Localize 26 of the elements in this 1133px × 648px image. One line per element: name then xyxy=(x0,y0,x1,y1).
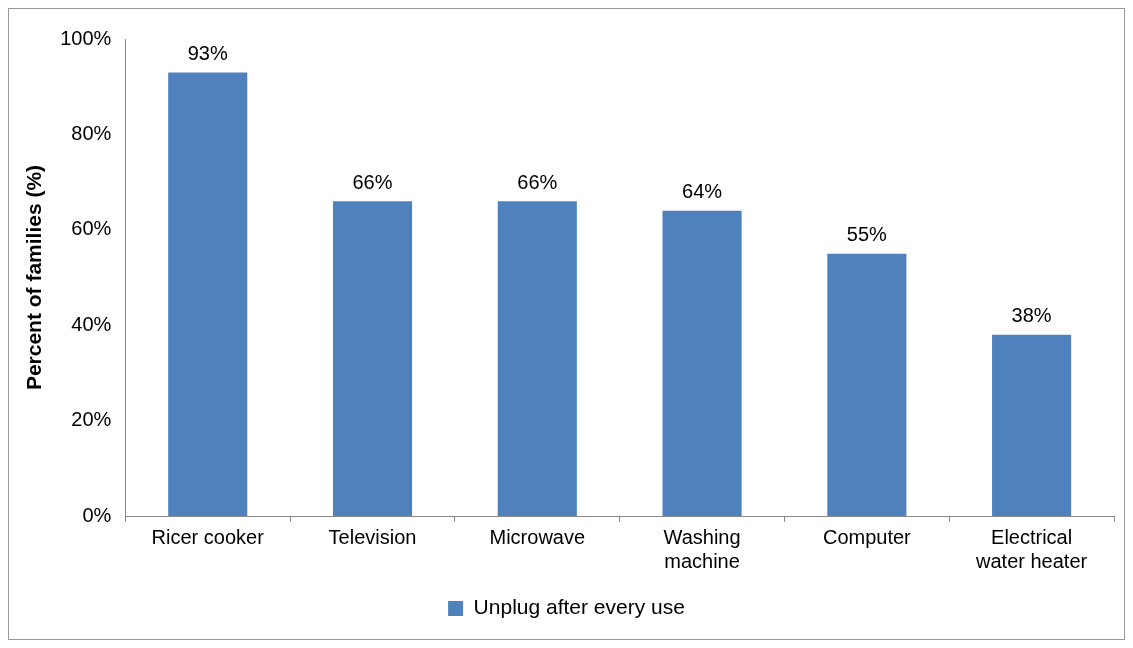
bar xyxy=(827,253,907,516)
y-tick-label: 0% xyxy=(82,503,112,526)
x-tick-label: Washing machine xyxy=(663,525,741,572)
x-tick-label: Computer xyxy=(822,525,912,548)
data-label: 66% xyxy=(352,170,393,193)
y-tick-label: 20% xyxy=(71,408,112,431)
x-tick-label: Ricer cooker xyxy=(151,525,265,548)
x-tick-label: Electrical water heater xyxy=(975,525,1088,572)
y-axis-title: Percent of families (%) xyxy=(22,164,46,391)
x-tick-label: Television xyxy=(328,525,417,548)
y-tick-label: 80% xyxy=(71,121,112,144)
bar xyxy=(332,201,413,516)
bar xyxy=(662,210,742,516)
y-tick-label: 40% xyxy=(71,312,112,335)
data-label: 93% xyxy=(187,41,228,64)
bar xyxy=(497,201,577,516)
y-tick-label: 60% xyxy=(71,217,112,240)
data-label: 64% xyxy=(682,180,723,203)
bar xyxy=(992,334,1072,516)
legend-label: Unplug after every use xyxy=(473,595,685,619)
bar xyxy=(168,72,248,516)
x-tick-label: Microwave xyxy=(489,525,586,548)
data-label: 38% xyxy=(1011,304,1052,327)
data-label: 66% xyxy=(517,170,558,193)
data-label: 55% xyxy=(846,223,888,246)
y-tick-label: 100% xyxy=(60,26,112,49)
